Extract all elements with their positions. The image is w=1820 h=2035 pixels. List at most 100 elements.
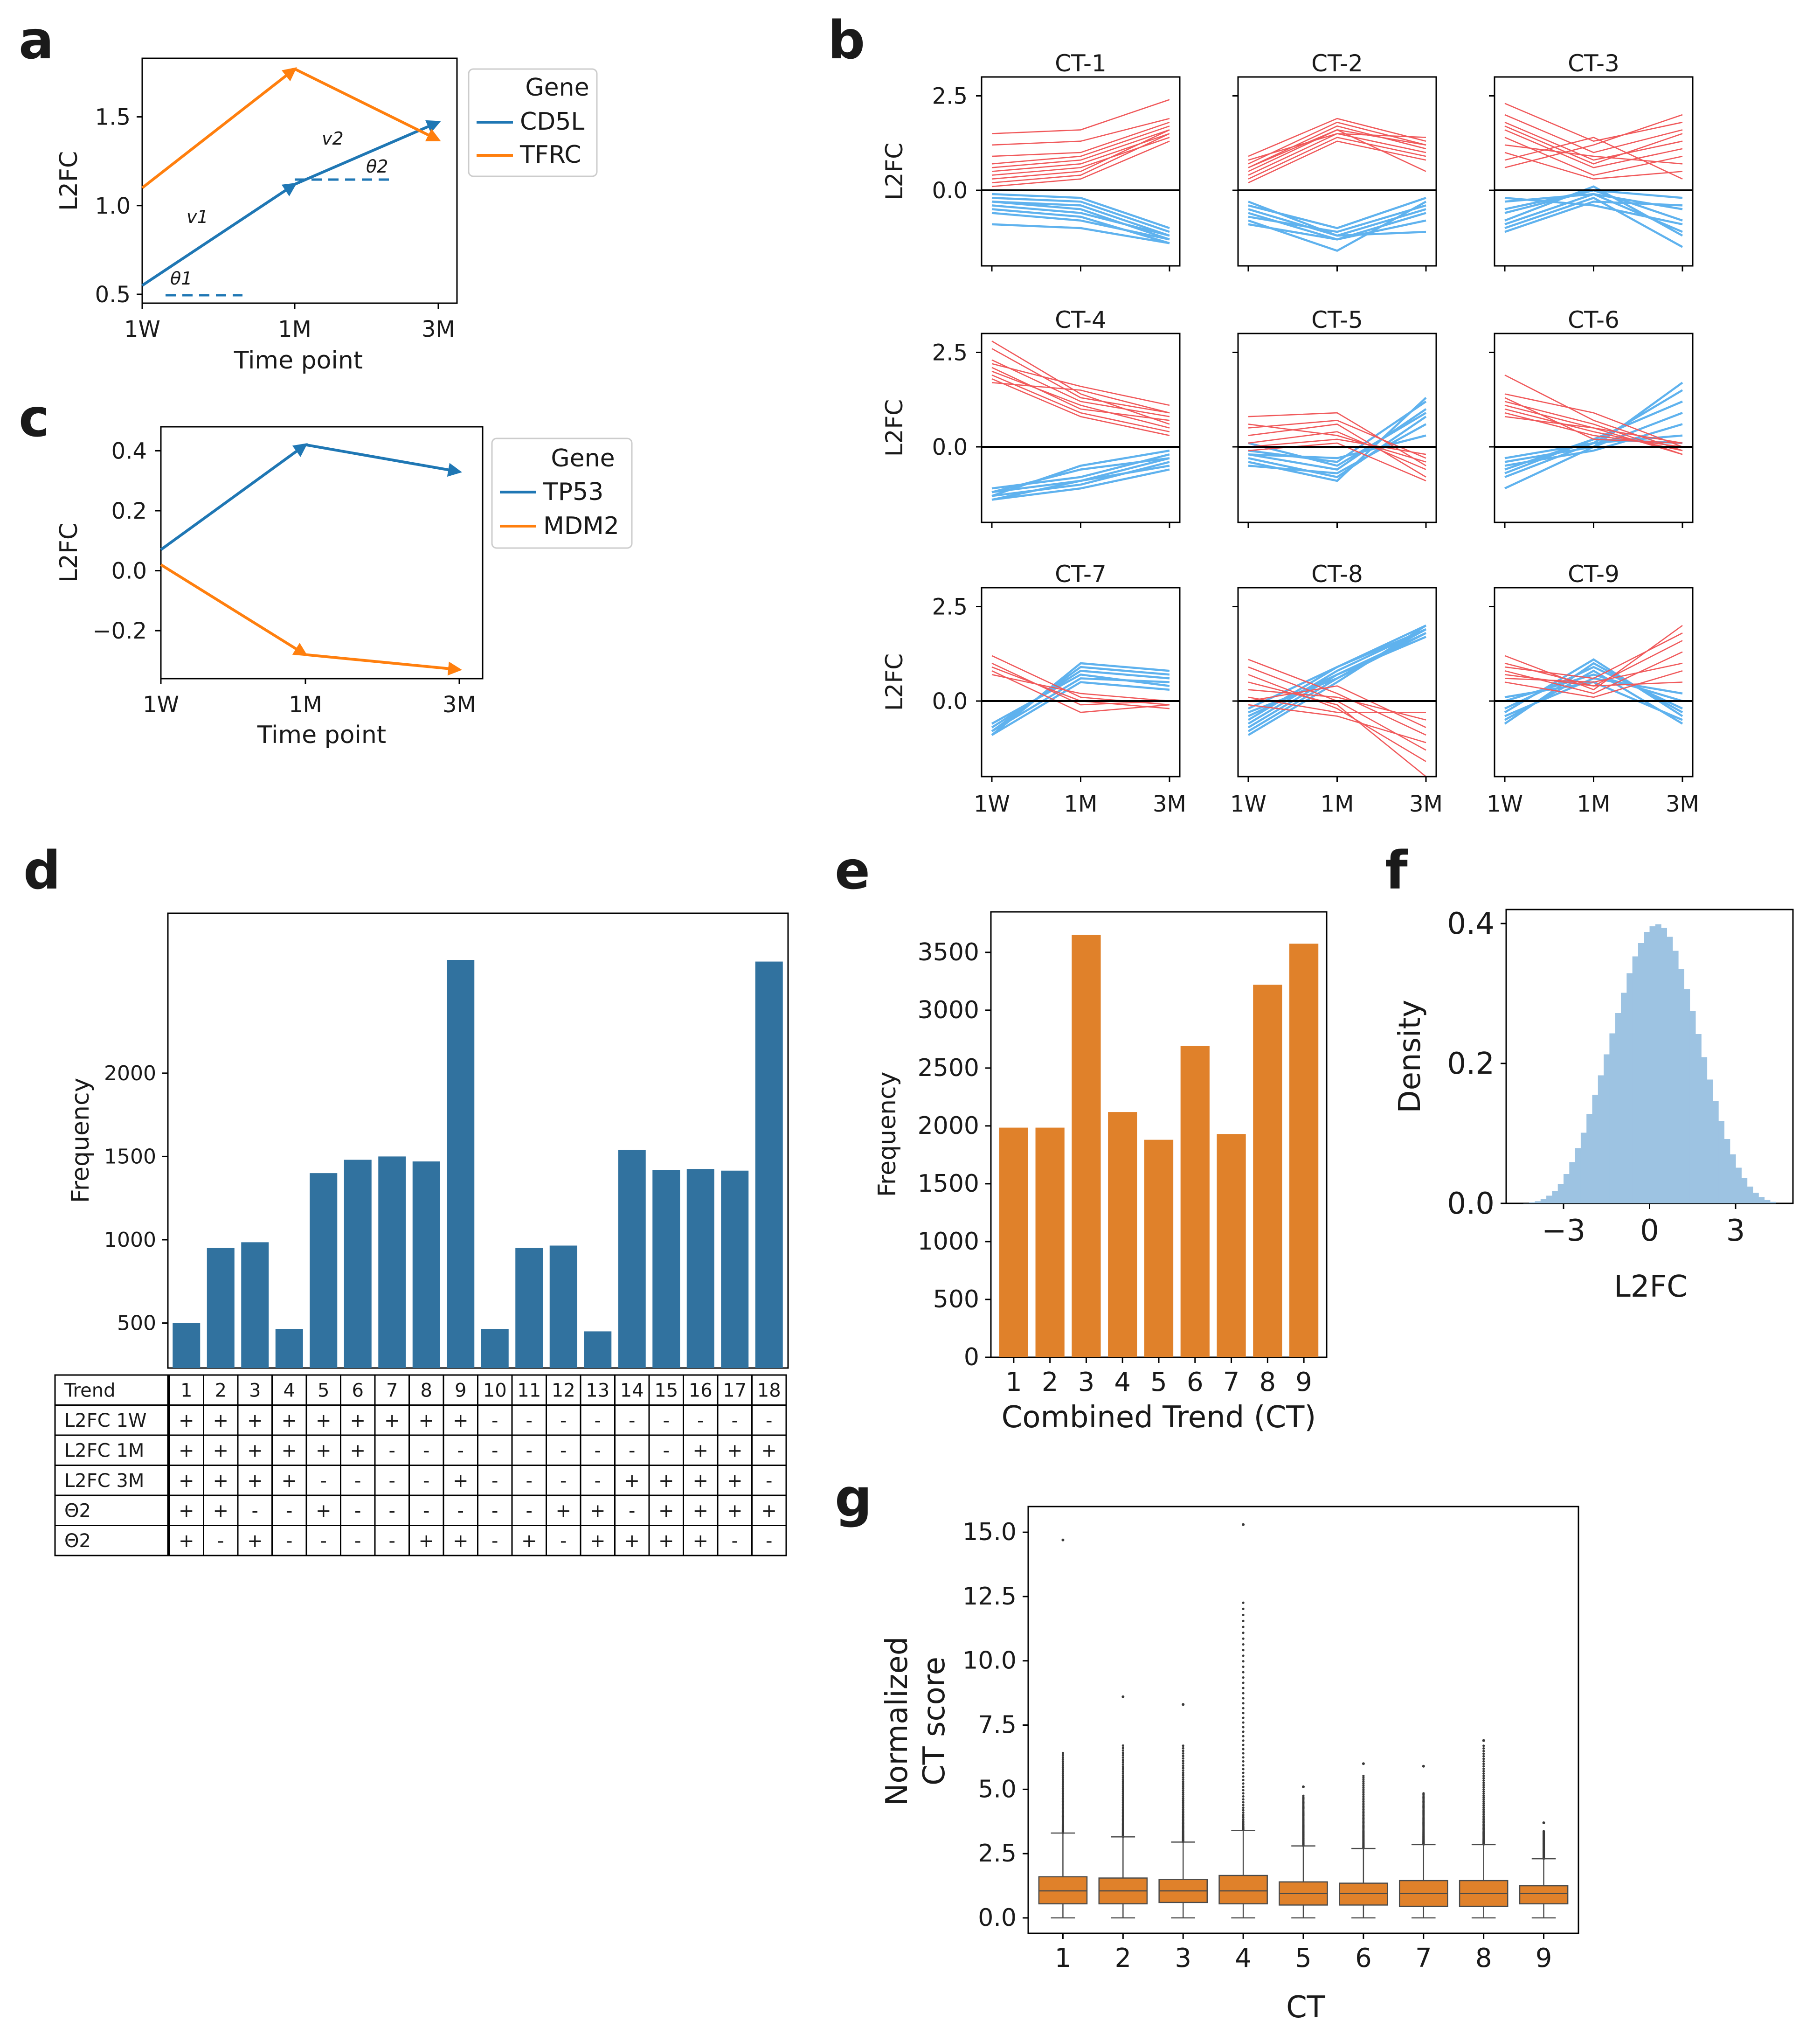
legend-label-tp53: TP53: [543, 478, 603, 506]
table-cell: [374, 1404, 410, 1436]
table-cell-value: -: [491, 1440, 498, 1462]
outlier-point: [1242, 1649, 1245, 1652]
outlier-point: [1061, 1778, 1065, 1781]
histogram-bin: [1552, 1191, 1558, 1203]
table-cell: [580, 1374, 616, 1406]
histogram-bin: [1644, 932, 1650, 1203]
table-cell-value: +: [555, 1500, 571, 1522]
panel-e-x-label: Combined Trend (CT): [1002, 1400, 1316, 1435]
table-cell: [408, 1465, 444, 1496]
frequency-bar-trend-17: [721, 1170, 749, 1368]
series-tp53-segment: [305, 443, 462, 477]
outlier-point: [1182, 1789, 1184, 1792]
panel-g-y-tick-label: 7.5: [978, 1711, 1017, 1739]
subplot-y-tick-label: 0.0: [932, 434, 968, 460]
panel-label-b: b: [828, 10, 865, 71]
outlier-point: [1242, 1804, 1245, 1806]
table-cell: [648, 1465, 684, 1496]
panel-label-a: a: [19, 10, 54, 71]
panel-e-y-tick-label: 2000: [918, 1112, 979, 1140]
outlier-point: [1182, 1810, 1184, 1813]
outlier-point: [1121, 1794, 1124, 1797]
outlier-point-max: [1362, 1762, 1365, 1765]
table-cell-value: 11: [517, 1380, 541, 1402]
outlier-point: [1242, 1764, 1245, 1767]
ct-trend-line-blue: [1247, 625, 1427, 736]
panel-g-y-tick-label: 15.0: [962, 1518, 1017, 1546]
outlier-point: [1242, 1813, 1245, 1816]
table-cell-value: 14: [620, 1380, 644, 1402]
panel-c-line-chart: 0.4 0.2 0.0 −0.2 1W 1M 3M Time point L2FC Gen…: [55, 426, 633, 749]
table-cell-value: -: [766, 1530, 772, 1552]
series-tfrc-segment: [294, 68, 441, 141]
ct-trend-line-red: [1504, 137, 1683, 180]
panel-c-x-tick-label: 1M: [289, 692, 322, 718]
table-cell: [237, 1404, 273, 1436]
interquartile-box: [1519, 1885, 1569, 1904]
table-cell-value: -: [526, 1500, 533, 1522]
histogram-bin: [1592, 1095, 1599, 1203]
table-row-label-cell: [54, 1525, 169, 1556]
outlier-point: [1242, 1726, 1245, 1729]
outlier-point: [1362, 1780, 1365, 1783]
table-cell: [408, 1434, 444, 1466]
panel-f-x-tick-label: 0: [1640, 1214, 1659, 1248]
subplot-x-tick-label: 3M: [1666, 791, 1699, 817]
frequency-bar-trend-5: [310, 1173, 338, 1368]
subplot-ct-9: CT-9 1W 1M 3M: [1487, 561, 1699, 817]
ct-trend-line-blue: [991, 212, 1170, 241]
panel-d-bars: [173, 960, 783, 1368]
outlier-point: [1242, 1671, 1245, 1674]
ct-trend-line-red: [991, 674, 1170, 702]
outlier-point: [1242, 1760, 1245, 1763]
outlier-point-max: [1482, 1739, 1485, 1742]
ct-trend-line-blue: [991, 461, 1170, 497]
table-row-label-cell: [54, 1494, 169, 1526]
panel-f-y-label: Density: [1393, 1000, 1427, 1113]
outlier-point: [1482, 1744, 1485, 1747]
outlier-point: [1422, 1792, 1425, 1795]
table-cell-value: 9: [455, 1380, 466, 1402]
panel-g-y-tick-label: 5.0: [978, 1775, 1017, 1803]
ct-trend-line-red: [1504, 129, 1683, 168]
outlier-point: [1182, 1785, 1184, 1787]
panel-label-d: d: [23, 840, 61, 901]
histogram-bin: [1764, 1200, 1771, 1203]
subplot-title: CT-1: [1055, 50, 1107, 77]
table-cell-value: -: [252, 1500, 258, 1522]
panel-a-frame: [141, 57, 458, 304]
outlier-point: [1182, 1767, 1184, 1770]
outlier-point: [1242, 1778, 1245, 1781]
panel-g-x-label: CT: [1286, 1990, 1326, 2025]
table-cell-value: +: [213, 1470, 228, 1492]
panel-e-y-tick-label: 500: [933, 1285, 979, 1313]
table-cell-value: -: [732, 1410, 738, 1431]
table-cell: [305, 1525, 341, 1556]
outlier-point: [1362, 1778, 1365, 1781]
outlier-point: [1242, 1768, 1245, 1771]
panel-c-legend-title: Gene: [551, 445, 615, 472]
outlier-point: [1482, 1804, 1485, 1807]
table-cell-value: +: [761, 1500, 777, 1522]
panel-g-y-label-line1: Normalized: [880, 1637, 914, 1806]
table-cell-value: +: [350, 1410, 366, 1431]
ct-trend-line-red: [1248, 431, 1426, 470]
ct-trend-line-blue: [991, 201, 1170, 241]
frequency-bar-trend-3: [241, 1242, 269, 1368]
ct-trend-line-red: [991, 374, 1170, 432]
frequency-bar-trend-12: [549, 1245, 577, 1368]
annotation-v1: v1: [187, 207, 208, 227]
ct-trend-line-red: [1248, 659, 1426, 736]
outlier-point: [1061, 1764, 1065, 1767]
table-cell: [751, 1525, 787, 1556]
ct-trend-line-red: [991, 382, 1170, 414]
histogram-bin: [1546, 1195, 1552, 1203]
panel-f-y-ticks: 0.0 0.2 0.4: [1447, 907, 1506, 1221]
ct-trend-line-red: [1248, 438, 1426, 455]
outlier-point-max: [1182, 1703, 1185, 1706]
outlier-point: [1482, 1772, 1485, 1775]
outlier-point: [1121, 1801, 1124, 1804]
outlier-point: [1482, 1810, 1485, 1813]
outlier-point: [1242, 1801, 1245, 1804]
outlier-point: [1182, 1759, 1184, 1762]
